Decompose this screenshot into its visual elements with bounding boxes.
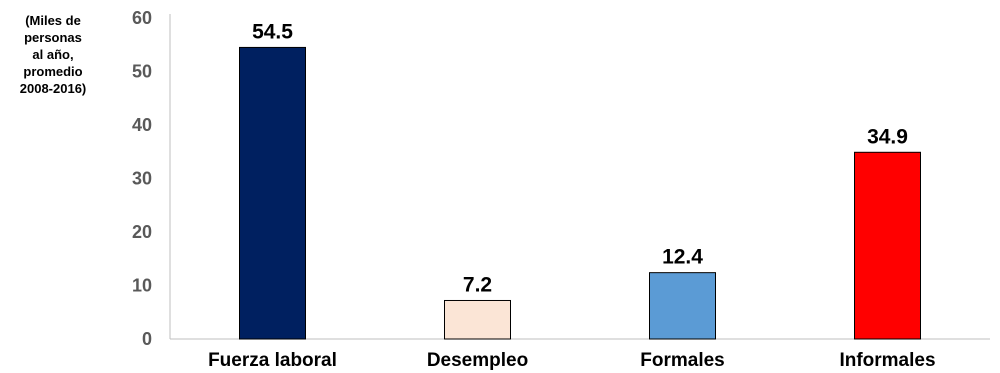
y-tick-label: 40	[132, 115, 152, 135]
data-label: 7.2	[463, 273, 492, 296]
y-tick-label: 30	[132, 169, 152, 189]
y-tick-label: 10	[132, 276, 152, 296]
x-tick-label: Fuerza laboral	[208, 350, 337, 371]
x-tick-label: Desempleo	[427, 350, 528, 371]
bar	[239, 46, 306, 340]
y-tick-label: 50	[132, 62, 152, 82]
y-axis-label: (Miles de personas al año, promedio 2008…	[0, 12, 106, 97]
y-axis-label-line: 2008-2016)	[19, 81, 87, 96]
y-tick-label: 0	[142, 329, 152, 349]
y-axis-label-line: al año,	[32, 47, 74, 62]
bar	[444, 299, 511, 340]
y-axis-label-line: (Miles de	[25, 13, 81, 28]
y-axis-label-line: personas	[24, 30, 82, 45]
bar	[854, 151, 921, 340]
y-tick-label: 60	[132, 8, 152, 28]
data-label: 34.9	[867, 125, 908, 148]
y-axis-label-line: promedio	[23, 64, 83, 79]
data-label: 54.5	[252, 20, 293, 43]
bar	[649, 272, 716, 340]
y-tick-label: 20	[132, 222, 152, 242]
data-label: 12.4	[662, 246, 703, 269]
x-tick-label: Informales	[839, 350, 935, 371]
x-tick-label: Formales	[640, 350, 724, 371]
